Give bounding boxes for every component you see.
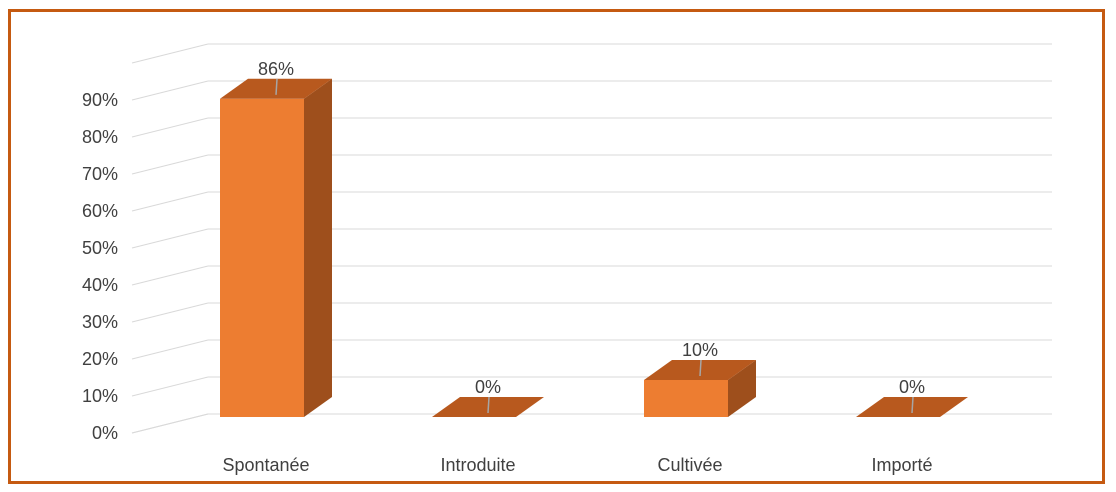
gridline-diagonal [131,302,209,323]
y-tick-label: 70% [82,164,118,184]
data-label: 0% [475,377,501,397]
category-label: Spontanée [222,455,309,475]
gridline-diagonal [131,339,209,360]
data-label: 86% [258,59,294,79]
y-tick-label: 30% [82,312,118,332]
gridline-diagonal [131,265,209,286]
gridline-diagonal [131,376,209,397]
gridline-diagonal [131,43,209,64]
data-label-leader [275,78,278,95]
gridlines [131,43,1052,434]
gridline-diagonal [131,80,209,101]
category-label: Cultivée [657,455,722,475]
y-tick-label: 10% [82,386,118,406]
data-label-leader [699,359,702,377]
y-tick-label: 80% [82,127,118,147]
bar-front [644,380,728,417]
gridline-diagonal [131,117,209,138]
y-axis-ticks: 0% 10% 20% 30% 40% 50% 60% 70% 80% 90% [82,90,118,443]
bar-side [304,78,332,418]
y-tick-label: 20% [82,349,118,369]
bars [220,78,968,418]
data-label: 10% [682,340,718,360]
data-label-leader [487,396,490,414]
floor-edge [131,413,209,434]
data-label-leader [911,396,914,414]
x-axis-categories: Spontanée Introduite Cultivée Importé [222,455,932,475]
gridline-diagonal [131,154,209,175]
bar-front [220,98,304,418]
gridline-diagonal [131,228,209,249]
y-tick-label: 50% [82,238,118,258]
y-tick-label: 40% [82,275,118,295]
y-tick-label: 60% [82,201,118,221]
bar-side [728,360,756,417]
y-tick-label: 0% [92,423,118,443]
y-tick-label: 90% [82,90,118,110]
data-labels: 86% 0% 10% 0% [258,59,925,414]
category-label: Introduite [440,455,515,475]
gridline-diagonal [131,191,209,212]
category-label: Importé [871,455,932,475]
data-label: 0% [899,377,925,397]
